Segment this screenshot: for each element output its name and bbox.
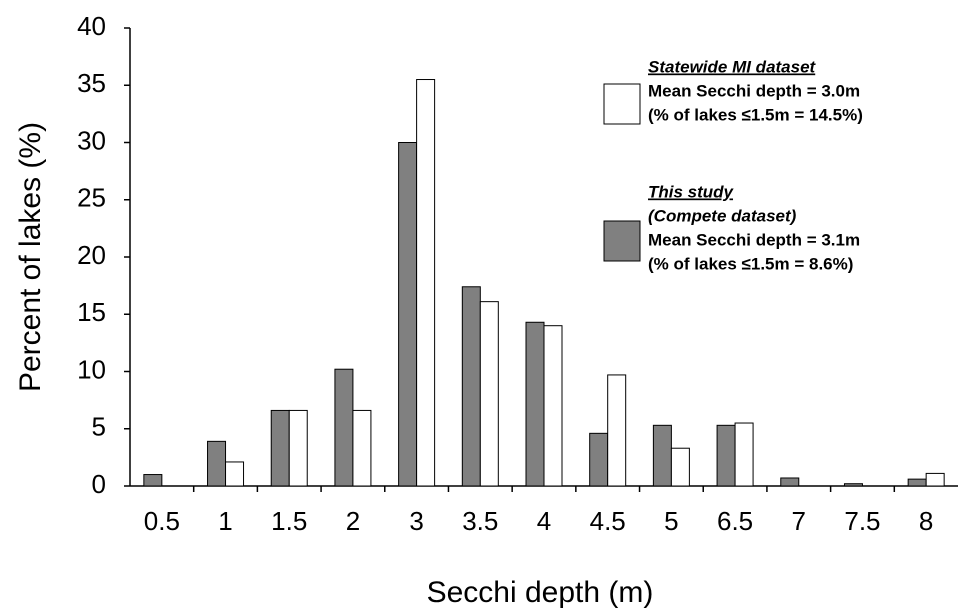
legend-text: Mean Secchi depth = 3.0m (648, 81, 860, 100)
legend-text: Statewide MI dataset (648, 57, 817, 76)
x-tick-label: 4 (537, 506, 551, 536)
legend-text: This study (648, 182, 735, 201)
bar (461, 286, 481, 487)
y-tick-label: 35 (77, 68, 106, 98)
x-tick-label: 0.5 (144, 506, 180, 536)
x-tick-label: 4.5 (590, 506, 626, 536)
bar (525, 321, 545, 487)
x-tick-label: 8 (919, 506, 933, 536)
y-tick-label: 30 (77, 125, 106, 155)
bar (207, 440, 227, 487)
bar (734, 422, 754, 487)
bar (270, 409, 290, 487)
bar (143, 474, 163, 487)
bar (670, 447, 690, 487)
bar (652, 424, 672, 487)
y-tick-label: 15 (77, 297, 106, 327)
legend-swatch (603, 220, 641, 262)
bar (398, 142, 418, 487)
bar (288, 409, 308, 487)
x-tick-label: 1 (218, 506, 232, 536)
legend-text: (% of lakes ≤1.5m = 8.6%) (648, 254, 853, 273)
y-tick-label: 10 (77, 354, 106, 384)
bar (907, 478, 927, 487)
y-tick-label: 5 (92, 412, 106, 442)
bar (225, 461, 245, 487)
x-tick-label: 2 (346, 506, 360, 536)
bar (589, 432, 609, 487)
y-tick-label: 0 (92, 469, 106, 499)
y-axis-title: Percent of lakes (%) (14, 122, 47, 392)
y-tick-label: 20 (77, 240, 106, 270)
bar (479, 301, 499, 487)
x-axis-title: Secchi depth (m) (427, 576, 654, 609)
bar (607, 374, 627, 487)
x-tick-label: 3.5 (462, 506, 498, 536)
bar (543, 325, 563, 487)
bar (352, 409, 372, 487)
x-tick-label: 1.5 (271, 506, 307, 536)
legend-text: (% of lakes ≤1.5m = 14.5%) (648, 105, 863, 124)
y-tick-label: 25 (77, 183, 106, 213)
x-tick-label: 7 (792, 506, 806, 536)
bar (843, 483, 863, 487)
x-tick-label: 7.5 (844, 506, 880, 536)
x-tick-label: 6.5 (717, 506, 753, 536)
bar (716, 424, 736, 487)
bar (416, 79, 436, 487)
y-tick-label: 40 (77, 11, 106, 41)
x-tick-label: 5 (664, 506, 678, 536)
legend-swatch (603, 83, 641, 125)
bar (334, 368, 354, 487)
bar (780, 477, 800, 487)
bar (925, 472, 945, 487)
legend-text: (Compete dataset) (648, 206, 797, 225)
legend-text: Mean Secchi depth = 3.1m (648, 230, 860, 249)
x-tick-label: 3 (409, 506, 423, 536)
